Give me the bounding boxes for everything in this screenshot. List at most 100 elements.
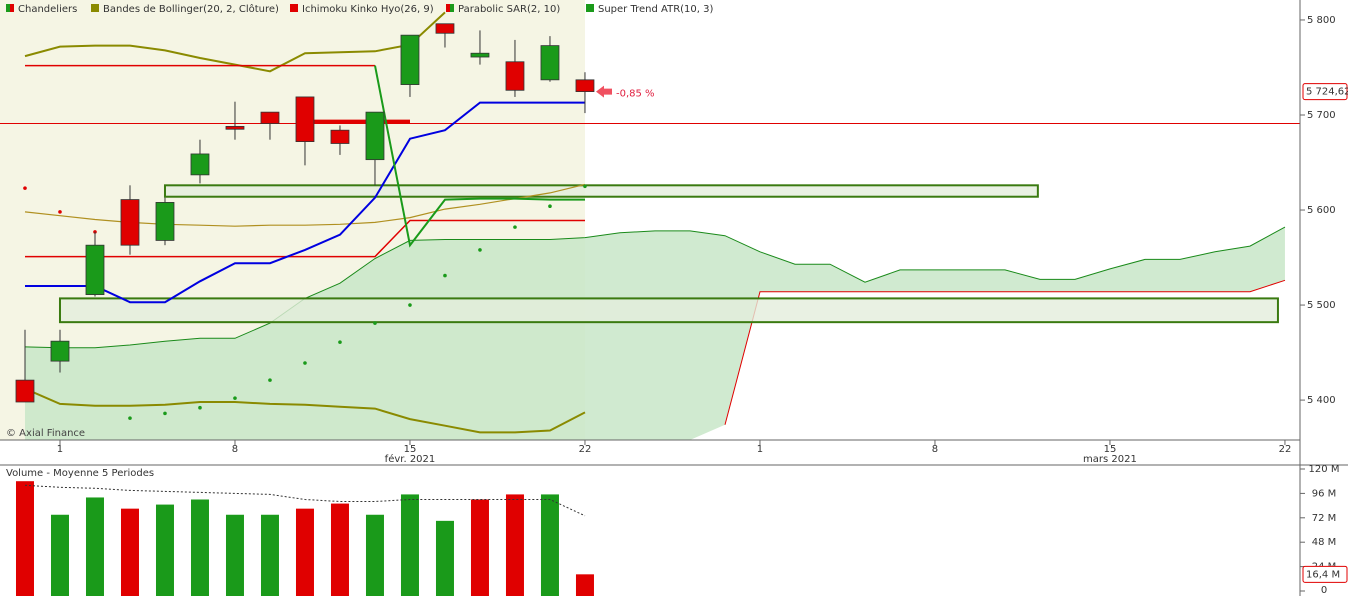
last-volume-box (1302, 565, 1348, 583)
legend-label: Ichimoku Kinko Hyo(26, 9) (302, 4, 434, 15)
month-label: févr. 2021 (385, 453, 436, 465)
x-tick-label: 8 (932, 444, 938, 455)
sar-dot (548, 204, 552, 209)
sar-dot (268, 378, 272, 382)
sar-dot (128, 416, 132, 420)
ichimoku-cloud (24, 227, 1285, 440)
sar-dot (513, 225, 517, 229)
y-tick-label: 0 (1321, 585, 1327, 596)
sar-dot (163, 411, 167, 416)
volume-average (24, 484, 586, 517)
legend-swatch (446, 4, 450, 12)
candle-body (540, 45, 560, 81)
sar-dot (58, 210, 62, 214)
y-tick-label: 5 500 (1307, 300, 1336, 311)
volume-bar (260, 514, 279, 596)
indicator-line (24, 387, 586, 434)
candle-body (225, 125, 245, 130)
volume-bar (190, 499, 209, 596)
candle-body (400, 34, 420, 85)
volume-bar (155, 504, 174, 596)
candle-body (470, 52, 490, 58)
volume-bar (400, 494, 419, 596)
price-plot (0, 0, 1300, 440)
sar-dot (338, 340, 342, 344)
volume-bar (15, 481, 34, 596)
candle-body (85, 244, 105, 296)
month-label: mars 2021 (1083, 454, 1137, 465)
candle-body (15, 379, 35, 403)
x-tick-label: 1 (57, 444, 63, 455)
candle-body (120, 199, 140, 246)
candle-body (155, 202, 175, 241)
legend-swatch (450, 4, 454, 12)
x-tick-label: 15 (1104, 444, 1117, 455)
volume-bar (365, 514, 384, 596)
volume-bar (225, 514, 244, 596)
volume-bar (470, 499, 489, 596)
volume-bar (505, 494, 524, 596)
legend-swatch (10, 4, 14, 12)
indicator-line (374, 65, 585, 248)
volume-bar (330, 503, 349, 596)
volume-bar (85, 497, 104, 596)
legend-swatch (586, 4, 594, 12)
candle-body (190, 153, 210, 176)
support-zone (58, 297, 1279, 324)
change-annotation: -0,85 % (616, 89, 655, 100)
volume-bar (50, 514, 69, 596)
y-tick-label: 48 M (1312, 537, 1337, 548)
volume-bar (435, 520, 454, 596)
support-zone (163, 184, 1039, 198)
volume-bar (540, 494, 559, 596)
sar-dot (478, 248, 482, 252)
legend-swatch (6, 4, 10, 12)
sar-dot (198, 405, 202, 410)
sar-dot (23, 186, 27, 190)
candle-body (295, 96, 315, 142)
legend-label: Parabolic SAR(2, 10) (458, 4, 560, 15)
volume-bar (295, 508, 314, 596)
candle-body (365, 111, 385, 161)
y-tick-label: 5 600 (1307, 205, 1336, 216)
legend-swatch (91, 4, 99, 12)
candle-body (505, 61, 525, 91)
candle-body (260, 111, 280, 124)
last-price-label: 5 724,62 (1306, 87, 1348, 98)
senkou-span-b (724, 279, 1286, 425)
copyright: © Axial Finance (6, 428, 85, 439)
x-tick-label: 15 (404, 444, 417, 455)
sar-dot (408, 303, 412, 307)
indicator-line (24, 11, 446, 73)
candle-body (435, 23, 455, 34)
change-arrow (596, 85, 612, 98)
indicator-line (25, 101, 585, 304)
candle-body (330, 129, 350, 144)
sar-dot (373, 321, 377, 325)
y-tick-label: 72 M (1312, 513, 1337, 524)
volume-bar (575, 574, 594, 596)
y-tick-label: 5 700 (1307, 110, 1336, 121)
volume-bar (120, 508, 139, 596)
sar-dot (233, 396, 237, 400)
x-tick-label: 22 (579, 444, 592, 455)
x-tick-label: 22 (1279, 444, 1292, 455)
x-tick-label: 1 (757, 444, 763, 455)
senkou-span-a (24, 226, 1286, 349)
legend-label: Bandes de Bollinger(20, 2, Clôture) (103, 3, 279, 15)
candle-body (50, 340, 70, 362)
indicator-line (24, 183, 586, 227)
sar-dot (303, 361, 307, 365)
volume-title: Volume - Moyenne 5 Periodes (6, 468, 154, 479)
y-tick-label: 5 800 (1307, 15, 1336, 26)
legend-label: Super Trend ATR(10, 3) (598, 4, 713, 15)
last-volume-label: 16,4 M (1306, 569, 1340, 580)
legend-label: Chandeliers (18, 4, 77, 15)
sar-dot (583, 184, 587, 189)
candle-body (575, 79, 595, 92)
x-tick-label: 8 (232, 444, 238, 455)
y-tick-label: 96 M (1312, 488, 1337, 499)
legend-swatch (290, 4, 298, 12)
